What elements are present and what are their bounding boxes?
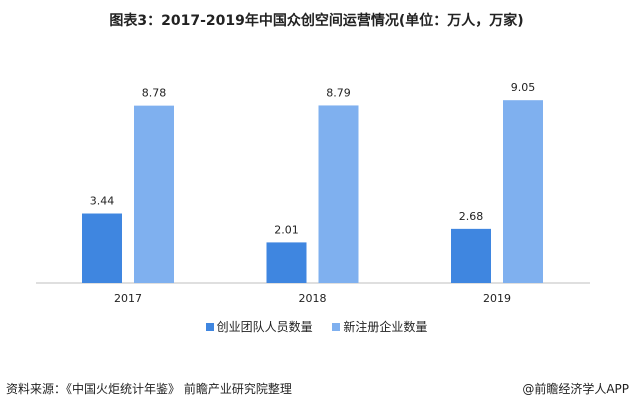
x-tick-label: 2017 [114,292,142,305]
legend-label: 创业团队人员数量 [216,320,313,334]
legend: 创业团队人员数量 新注册企业数量 [0,318,633,335]
source-note: 资料来源：《中国火炬统计年鉴》 前瞻产业研究院整理 [6,382,292,396]
data-label: 8.79 [326,86,351,99]
bar [318,105,359,283]
data-label: 3.44 [90,195,115,208]
legend-swatch [205,323,214,331]
data-label: 8.78 [142,87,167,100]
data-label: 2.01 [274,223,299,236]
bar [266,242,307,283]
bar [82,213,122,283]
bar [503,100,543,283]
legend-item-companies: 新注册企业数量 [332,318,427,335]
bar [451,228,491,283]
x-tick-label: 2018 [299,292,327,305]
legend-item-team: 创业团队人员数量 [205,318,313,335]
legend-label: 新注册企业数量 [343,320,428,334]
data-label: 2.68 [459,210,484,223]
data-label: 9.05 [511,81,536,94]
chart-title: 图表3：2017-2019年中国众创空间运营情况(单位：万人，万家) [109,13,524,29]
legend-swatch [332,323,341,331]
credit-note: @前瞻经济学人APP [522,382,629,396]
bar [134,105,174,283]
x-tick-label: 2019 [483,292,511,305]
